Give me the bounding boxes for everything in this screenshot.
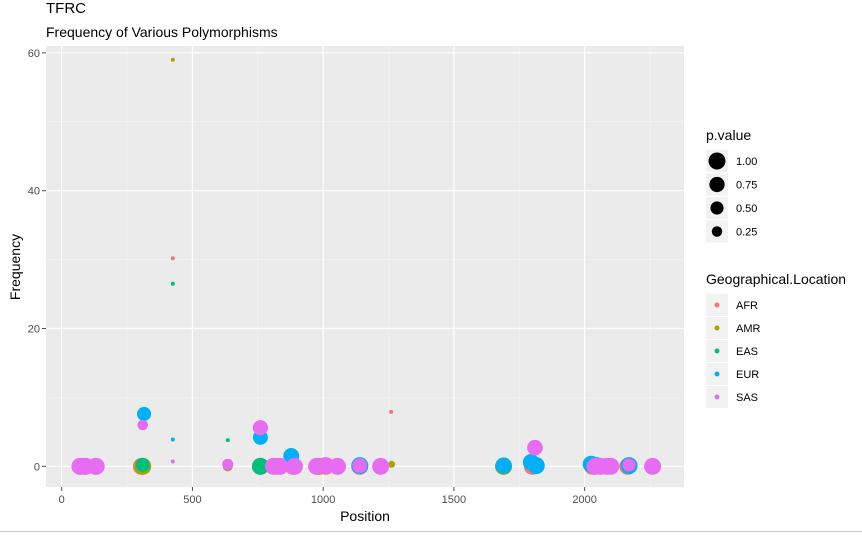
size-legend-key	[710, 201, 724, 215]
data-points	[71, 57, 662, 475]
data-point-eur	[137, 406, 152, 421]
size-legend-label: 0.25	[736, 227, 757, 239]
data-point-sas	[170, 459, 175, 464]
data-point-sas	[285, 457, 303, 475]
color-legend-key-eur	[714, 371, 720, 377]
x-tick-label: 1500	[442, 494, 466, 506]
size-legend-key	[709, 176, 725, 193]
color-legend-key-sas	[714, 394, 720, 400]
y-tick-label: 60	[28, 48, 40, 60]
data-point-sas	[271, 457, 289, 475]
x-axis-ticks: 0 500 1000 1500 2000	[59, 487, 597, 506]
data-point-sas	[87, 457, 105, 475]
color-legend: Geographical.Location AFR AMR EAS EUR SAS	[706, 271, 846, 408]
color-legend-label: SAS	[736, 392, 758, 404]
data-point-eur	[527, 457, 545, 475]
data-point-afr	[170, 256, 175, 261]
color-legend-label: EUR	[736, 369, 759, 381]
color-legend-title: Geographical.Location	[706, 271, 846, 287]
data-point-eas	[170, 281, 175, 286]
data-point-eur	[495, 457, 512, 474]
y-axis-label: Frequency	[7, 234, 23, 300]
y-tick-label: 20	[28, 324, 40, 336]
color-legend-key-eas	[714, 348, 720, 354]
size-legend-label: 0.75	[736, 180, 757, 192]
bottom-divider	[0, 531, 862, 532]
data-point-sas	[644, 457, 662, 475]
data-point-afr	[389, 409, 394, 414]
data-point-sas	[137, 419, 148, 431]
data-point-sas	[527, 439, 543, 456]
color-legend-label: EAS	[736, 346, 758, 358]
data-point-sas	[622, 458, 636, 472]
plot-panel	[46, 46, 684, 487]
chart-title: TFRC	[46, 0, 86, 17]
color-legend-key-afr	[714, 302, 720, 308]
data-point-eur	[170, 437, 175, 442]
data-point-sas	[222, 458, 234, 470]
data-point-sas	[252, 420, 269, 436]
y-axis-ticks: 0 20 40 60	[28, 48, 46, 473]
y-tick-label: 40	[28, 186, 40, 198]
chart-subtitle: Frequency of Various Polymorphisms	[46, 24, 278, 40]
x-tick-label: 0	[59, 494, 65, 506]
size-legend-title: p.value	[706, 127, 751, 143]
data-point-amr	[170, 57, 175, 62]
data-point-sas	[602, 457, 620, 475]
data-point-sas	[352, 458, 368, 474]
data-point-eas	[135, 457, 150, 472]
color-legend-key-amr	[714, 325, 720, 331]
x-tick-label: 500	[183, 494, 201, 506]
size-legend: p.value 1.00 0.75 0.50 0.25	[706, 127, 757, 243]
x-axis-label: Position	[340, 508, 390, 524]
data-point-eas	[225, 438, 230, 443]
data-point-sas	[329, 457, 347, 475]
color-legend-label: AMR	[736, 323, 761, 335]
size-legend-label: 1.00	[736, 156, 757, 168]
data-point-sas	[372, 457, 390, 475]
data-point-eas	[251, 457, 269, 475]
size-legend-key	[711, 226, 723, 237]
x-tick-label: 1000	[311, 494, 335, 506]
color-legend-label: AFR	[736, 300, 758, 312]
data-point-amr	[388, 460, 396, 468]
size-legend-key	[708, 152, 726, 170]
size-legend-label: 0.50	[736, 203, 757, 215]
x-tick-label: 2000	[572, 494, 596, 506]
y-tick-label: 0	[34, 461, 40, 473]
